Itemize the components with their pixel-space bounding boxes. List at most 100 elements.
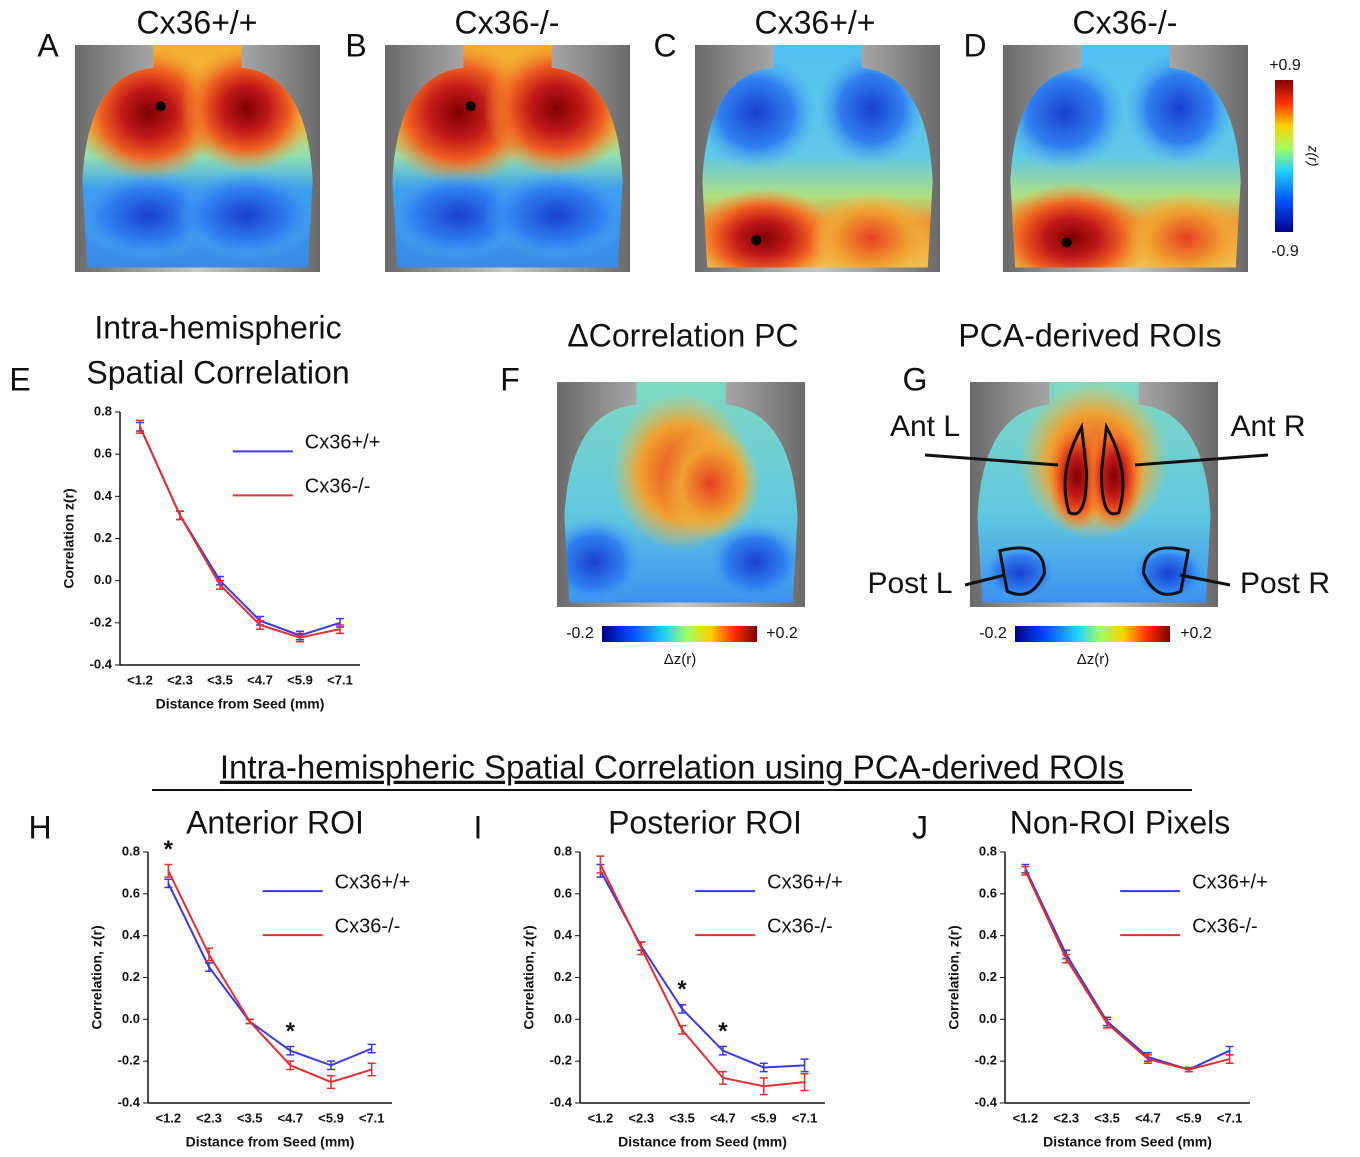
y-tick-label: 0.6 (979, 885, 997, 900)
legend-label: Cx36-/- (305, 476, 371, 498)
x-tick-label: <2.3 (196, 1110, 222, 1125)
x-tick-label: <4.7 (1135, 1110, 1161, 1125)
y-tick-label: 0.2 (94, 530, 112, 545)
legend-label: Cx36+/+ (1192, 871, 1268, 893)
brain-map (380, 40, 630, 272)
y-tick-label: -0.2 (975, 1053, 997, 1068)
y-tick-label: 0.4 (979, 927, 998, 942)
error-bar (1226, 1047, 1234, 1055)
y-tick-label: 0.2 (554, 969, 572, 984)
chart-title: Spatial Correlation (86, 354, 349, 390)
x-tick-label: <4.7 (247, 672, 273, 687)
panel-letter: C (653, 27, 676, 63)
map-spot (173, 170, 320, 261)
y-tick-label: 0.4 (554, 927, 573, 942)
y-tick-label: 0.8 (94, 403, 112, 418)
x-tick-label: <7.1 (792, 1110, 818, 1125)
colorbar-label: Δz(r) (1077, 651, 1110, 668)
panel-letter: D (963, 27, 986, 63)
x-tick-label: <7.1 (1217, 1110, 1243, 1125)
y-axis-label: Correlation, z(r) (89, 925, 105, 1029)
chart-title: Posterior ROI (608, 804, 802, 840)
chart-title: Anterior ROI (186, 804, 364, 840)
legend-label: Cx36+/+ (335, 871, 411, 893)
y-tick-label: 0.6 (94, 446, 112, 461)
brain-map (970, 382, 1218, 607)
y-tick-label: 0.8 (979, 843, 997, 858)
y-axis-label: Correlation, z(r) (946, 925, 962, 1029)
x-tick-label: <1.2 (1013, 1110, 1039, 1125)
annotation: * (286, 1018, 296, 1045)
colorbar (602, 626, 757, 642)
map-spot (483, 170, 630, 261)
y-tick-label: 0.6 (554, 885, 572, 900)
colorbar-max: +0.2 (1180, 625, 1212, 642)
chart-title: Intra-hemispheric (94, 309, 341, 345)
map-title: Cx36+/+ (755, 4, 876, 40)
x-tick-label: <5.9 (751, 1110, 777, 1125)
error-bar (164, 879, 172, 887)
y-tick-label: 0.0 (979, 1011, 997, 1026)
y-axis-label: Correlation z(r) (61, 488, 77, 588)
brain-map (690, 45, 940, 288)
y-tick-label: 0.4 (122, 927, 141, 942)
roi-label: Ant L (890, 410, 960, 443)
section-title: Intra-hemispheric Spatial Correlation us… (220, 749, 1124, 786)
roi-label: Post L (867, 567, 952, 600)
colorbar-max: +0.9 (1269, 57, 1301, 74)
panel-letter: J (912, 809, 928, 845)
x-tick-label: <2.3 (628, 1110, 654, 1125)
y-tick-label: 0.0 (122, 1011, 140, 1026)
annotation: * (164, 836, 174, 863)
colorbar-min: -0.9 (1271, 243, 1299, 260)
x-tick-label: <2.3 (1053, 1110, 1079, 1125)
x-tick-label: <7.1 (327, 672, 353, 687)
y-tick-label: -0.4 (118, 1094, 141, 1109)
panel-letter: F (500, 361, 520, 397)
y-tick-label: 0.4 (94, 488, 113, 503)
y-tick-label: 0.2 (979, 969, 997, 984)
y-tick-label: 0.2 (122, 969, 140, 984)
map-spot (1084, 420, 1144, 533)
x-tick-label: <7.1 (359, 1110, 385, 1125)
y-tick-label: 0.8 (554, 843, 572, 858)
error-bar (246, 1019, 254, 1023)
legend-label: Cx36+/+ (305, 432, 381, 454)
annotation: * (718, 1018, 728, 1045)
panel-letter: E (9, 361, 30, 397)
x-tick-label: <5.9 (287, 672, 313, 687)
x-tick-label: <2.3 (167, 672, 193, 687)
colorbar-min: -0.2 (979, 625, 1007, 642)
y-tick-label: 0.8 (122, 843, 140, 858)
y-tick-label: 0.6 (122, 885, 140, 900)
y-tick-label: -0.2 (90, 614, 112, 629)
panel-letter: H (28, 809, 51, 845)
y-tick-label: 0.0 (94, 572, 112, 587)
brain-map (75, 45, 320, 272)
x-tick-label: <5.9 (318, 1110, 344, 1125)
series-line (168, 871, 371, 1082)
y-tick-label: -0.2 (118, 1053, 140, 1068)
colorbar-min: -0.2 (566, 625, 594, 642)
x-axis-label: Distance from Seed (mm) (186, 1134, 355, 1150)
roi-label: Post R (1240, 567, 1330, 600)
x-axis-label: Distance from Seed (mm) (618, 1134, 787, 1150)
y-tick-label: -0.4 (90, 656, 113, 671)
colorbar (1015, 626, 1170, 642)
panel-letter: A (37, 27, 59, 63)
seed (1062, 237, 1072, 247)
seed (466, 101, 476, 111)
y-tick-label: -0.2 (550, 1053, 572, 1068)
series-line (600, 871, 804, 1068)
colorbar-max: +0.2 (766, 625, 798, 642)
map-title: Cx36-/- (455, 4, 560, 40)
seed (751, 235, 761, 245)
map-spot (706, 522, 805, 603)
colorbar (1275, 80, 1293, 232)
brain-map (993, 45, 1248, 292)
annotation: * (677, 976, 687, 1003)
x-tick-label: <4.7 (277, 1110, 303, 1125)
roi-label: Ant R (1230, 410, 1305, 443)
x-tick-label: <3.5 (1094, 1110, 1120, 1125)
map-title: Cx36+/+ (137, 4, 258, 40)
